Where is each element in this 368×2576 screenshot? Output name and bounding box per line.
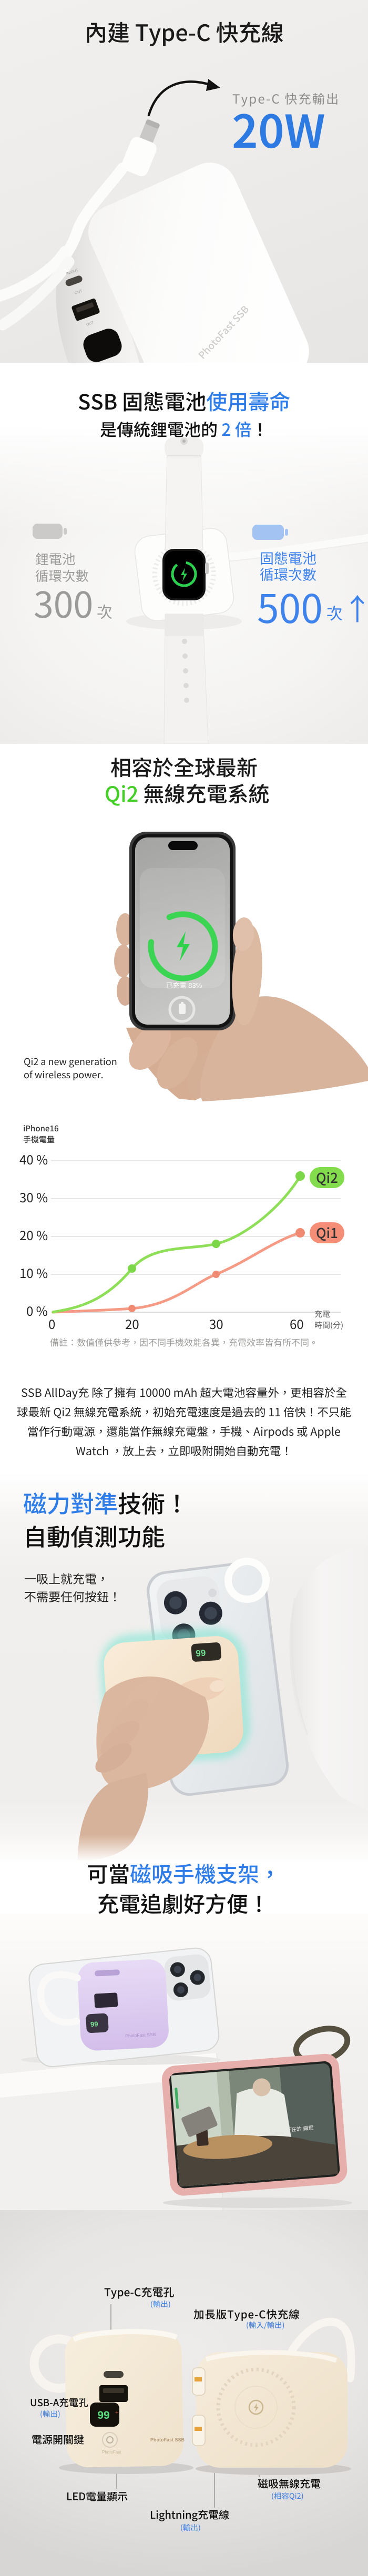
svg-text:+: + [115,2409,118,2416]
svg-text:99: 99 [90,2020,98,2028]
svg-text:99: 99 [97,2409,109,2421]
svg-text:PhotoFast SSB: PhotoFast SSB [125,2032,156,2039]
svg-text:99: 99 [196,1648,206,1659]
svg-text:已充電 83%: 已充電 83% [166,982,202,989]
svg-text:PhotoFast SSB: PhotoFast SSB [150,2437,185,2442]
svg-text:PhotoFast: PhotoFast [102,2450,121,2455]
svg-text:OUT: OUT [86,321,95,327]
svg-text:OUT: OUT [74,289,83,295]
